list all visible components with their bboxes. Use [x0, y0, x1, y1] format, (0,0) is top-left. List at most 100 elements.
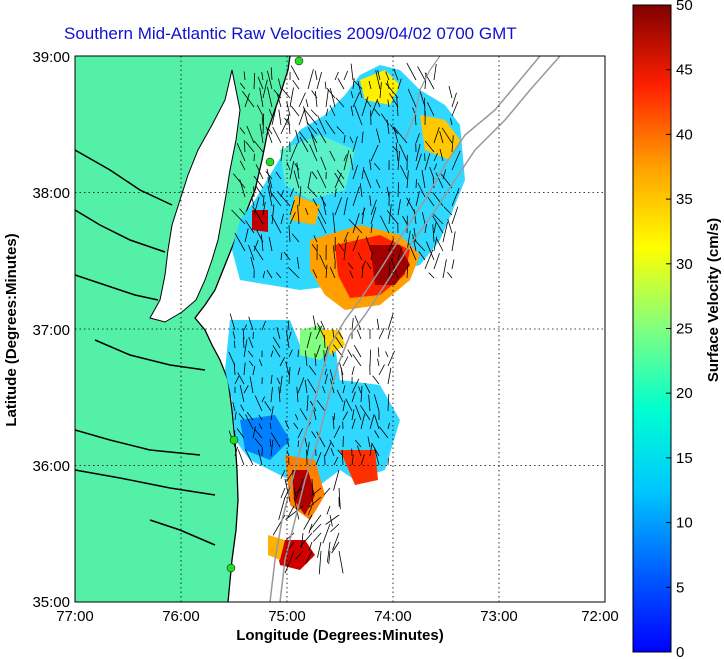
- velocity-arrow: [244, 228, 249, 243]
- velocity-arrow: [307, 69, 314, 90]
- velocity-arrow: [258, 359, 263, 367]
- velocity-arrow: [233, 362, 236, 376]
- velocity-arrow: [325, 120, 336, 135]
- velocity-arrow: [343, 150, 350, 171]
- velocity-arrow: [258, 414, 263, 421]
- velocity-arrow: [258, 423, 263, 430]
- velocity-arrow: [315, 344, 321, 358]
- velocity-arrow: [297, 440, 300, 448]
- velocity-arrow: [303, 106, 309, 126]
- velocity-arrow: [254, 438, 263, 448]
- velocity-arrow: [369, 159, 372, 171]
- x-tick-label: 77:00: [56, 608, 94, 625]
- colorbar-gradient: [632, 4, 672, 653]
- velocity-arrow: [312, 315, 317, 331]
- velocity-arrow: [316, 399, 326, 412]
- velocity-arrow: [350, 63, 354, 81]
- velocity-arrow: [309, 144, 318, 162]
- velocity-arrow: [395, 142, 399, 162]
- bathymetry-contour: [404, 56, 441, 141]
- velocity-arrow: [268, 237, 273, 252]
- velocity-arrow: [316, 169, 327, 189]
- velocity-arrow: [370, 199, 377, 216]
- velocity-arrow: [303, 514, 313, 530]
- velocity-arrow: [275, 171, 282, 180]
- velocity-arrow: [349, 136, 354, 144]
- velocity-arrow: [311, 431, 317, 439]
- velocity-arrow: [399, 165, 408, 180]
- velocity-arrow: [231, 209, 246, 225]
- velocity-arrow: [293, 487, 297, 497]
- velocity-arrow: [387, 99, 390, 108]
- velocity-arrow: [297, 205, 300, 225]
- velocity-arrow: [321, 196, 327, 216]
- velocity-arrow: [283, 251, 291, 261]
- velocity-arrow: [370, 98, 378, 117]
- velocity-arrow: [267, 185, 273, 207]
- velocity-arrow: [355, 404, 362, 421]
- velocity-arrow: [359, 183, 363, 198]
- velocity-arrow: [270, 386, 273, 403]
- velocity-arrow: [247, 350, 254, 358]
- velocity-arrow: [329, 150, 336, 162]
- velocity-arrow: [333, 425, 341, 439]
- river: [94, 339, 206, 371]
- velocity-arrow: [253, 72, 256, 90]
- velocity-arrow: [325, 514, 340, 525]
- velocity-arrow: [261, 320, 266, 331]
- velocity-arrow: [385, 82, 399, 99]
- velocity-arrow: [332, 245, 336, 261]
- velocity-arrow: [239, 208, 246, 216]
- radar-station-marker: [294, 56, 304, 66]
- velocity-arrow: [239, 160, 246, 171]
- velocity-arrow: [271, 107, 277, 126]
- velocity-arrow: [264, 401, 272, 412]
- velocity-arrow: [334, 172, 345, 189]
- velocity-arrow: [299, 136, 309, 153]
- velocity-arrow: [285, 361, 290, 376]
- velocity-arrow: [350, 91, 354, 99]
- y-axis: 39:00 38:00 37:00 36:00 35:00 Latitude (…: [3, 49, 70, 611]
- velocity-arrow: [253, 197, 260, 216]
- velocity-arrow: [280, 469, 286, 479]
- velocity-arrow: [297, 377, 305, 394]
- x-axis-label: Longitude (Degrees:Minutes): [236, 627, 444, 644]
- velocity-arrow: [354, 105, 363, 126]
- grid-lines: [75, 56, 605, 602]
- velocity-arrow: [332, 350, 335, 358]
- velocity-arrow: [386, 210, 399, 225]
- velocity-arrow: [352, 136, 358, 153]
- velocity-arrow: [406, 198, 411, 207]
- velocity-arrow: [308, 496, 322, 508]
- velocity-arrow: [333, 456, 339, 466]
- velocity-arrow: [297, 349, 299, 358]
- velocity-arrow: [325, 89, 329, 108]
- velocity-arrow: [352, 235, 359, 252]
- velocity-arrow: [236, 428, 245, 439]
- velocity-arrow: [419, 89, 426, 108]
- velocity-arrow: [352, 164, 358, 180]
- velocity-arrow: [385, 351, 389, 358]
- velocity-arrow: [426, 241, 435, 261]
- velocity-arrow: [451, 135, 454, 153]
- velocity-arrow: [237, 372, 245, 385]
- velocity-arrow: [361, 167, 365, 180]
- velocity-arrow: [288, 267, 300, 279]
- velocity-arrow: [375, 70, 381, 90]
- velocity-arrow: [341, 449, 344, 466]
- velocity-arrow: [252, 426, 256, 439]
- x-axis: 77:00 76:00 75:00 74:00 73:00 72:00 Long…: [56, 608, 619, 644]
- river: [75, 469, 216, 496]
- velocity-arrow: [257, 449, 263, 466]
- x-tick-label: 74:00: [374, 608, 412, 625]
- velocity-arrow: [295, 129, 300, 144]
- velocity-arrow: [248, 360, 254, 367]
- velocity-arrow: [290, 105, 300, 117]
- velocity-arrow: [253, 245, 264, 261]
- velocity-arrow: [267, 127, 273, 135]
- velocity-arrow: [254, 395, 263, 412]
- velocity-arrow: [370, 224, 373, 234]
- velocity-arrow: [374, 415, 380, 430]
- velocity-arrow: [335, 336, 344, 349]
